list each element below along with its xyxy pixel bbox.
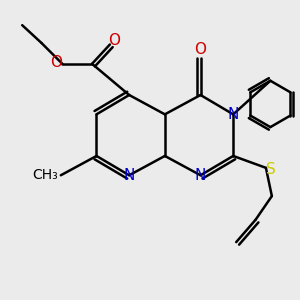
- Text: N: N: [124, 168, 135, 183]
- Text: O: O: [50, 55, 62, 70]
- Text: CH₃: CH₃: [32, 168, 58, 182]
- Text: N: N: [227, 107, 239, 122]
- Text: O: O: [108, 32, 120, 47]
- Text: S: S: [266, 162, 276, 177]
- Text: N: N: [195, 168, 206, 183]
- Text: O: O: [194, 42, 206, 57]
